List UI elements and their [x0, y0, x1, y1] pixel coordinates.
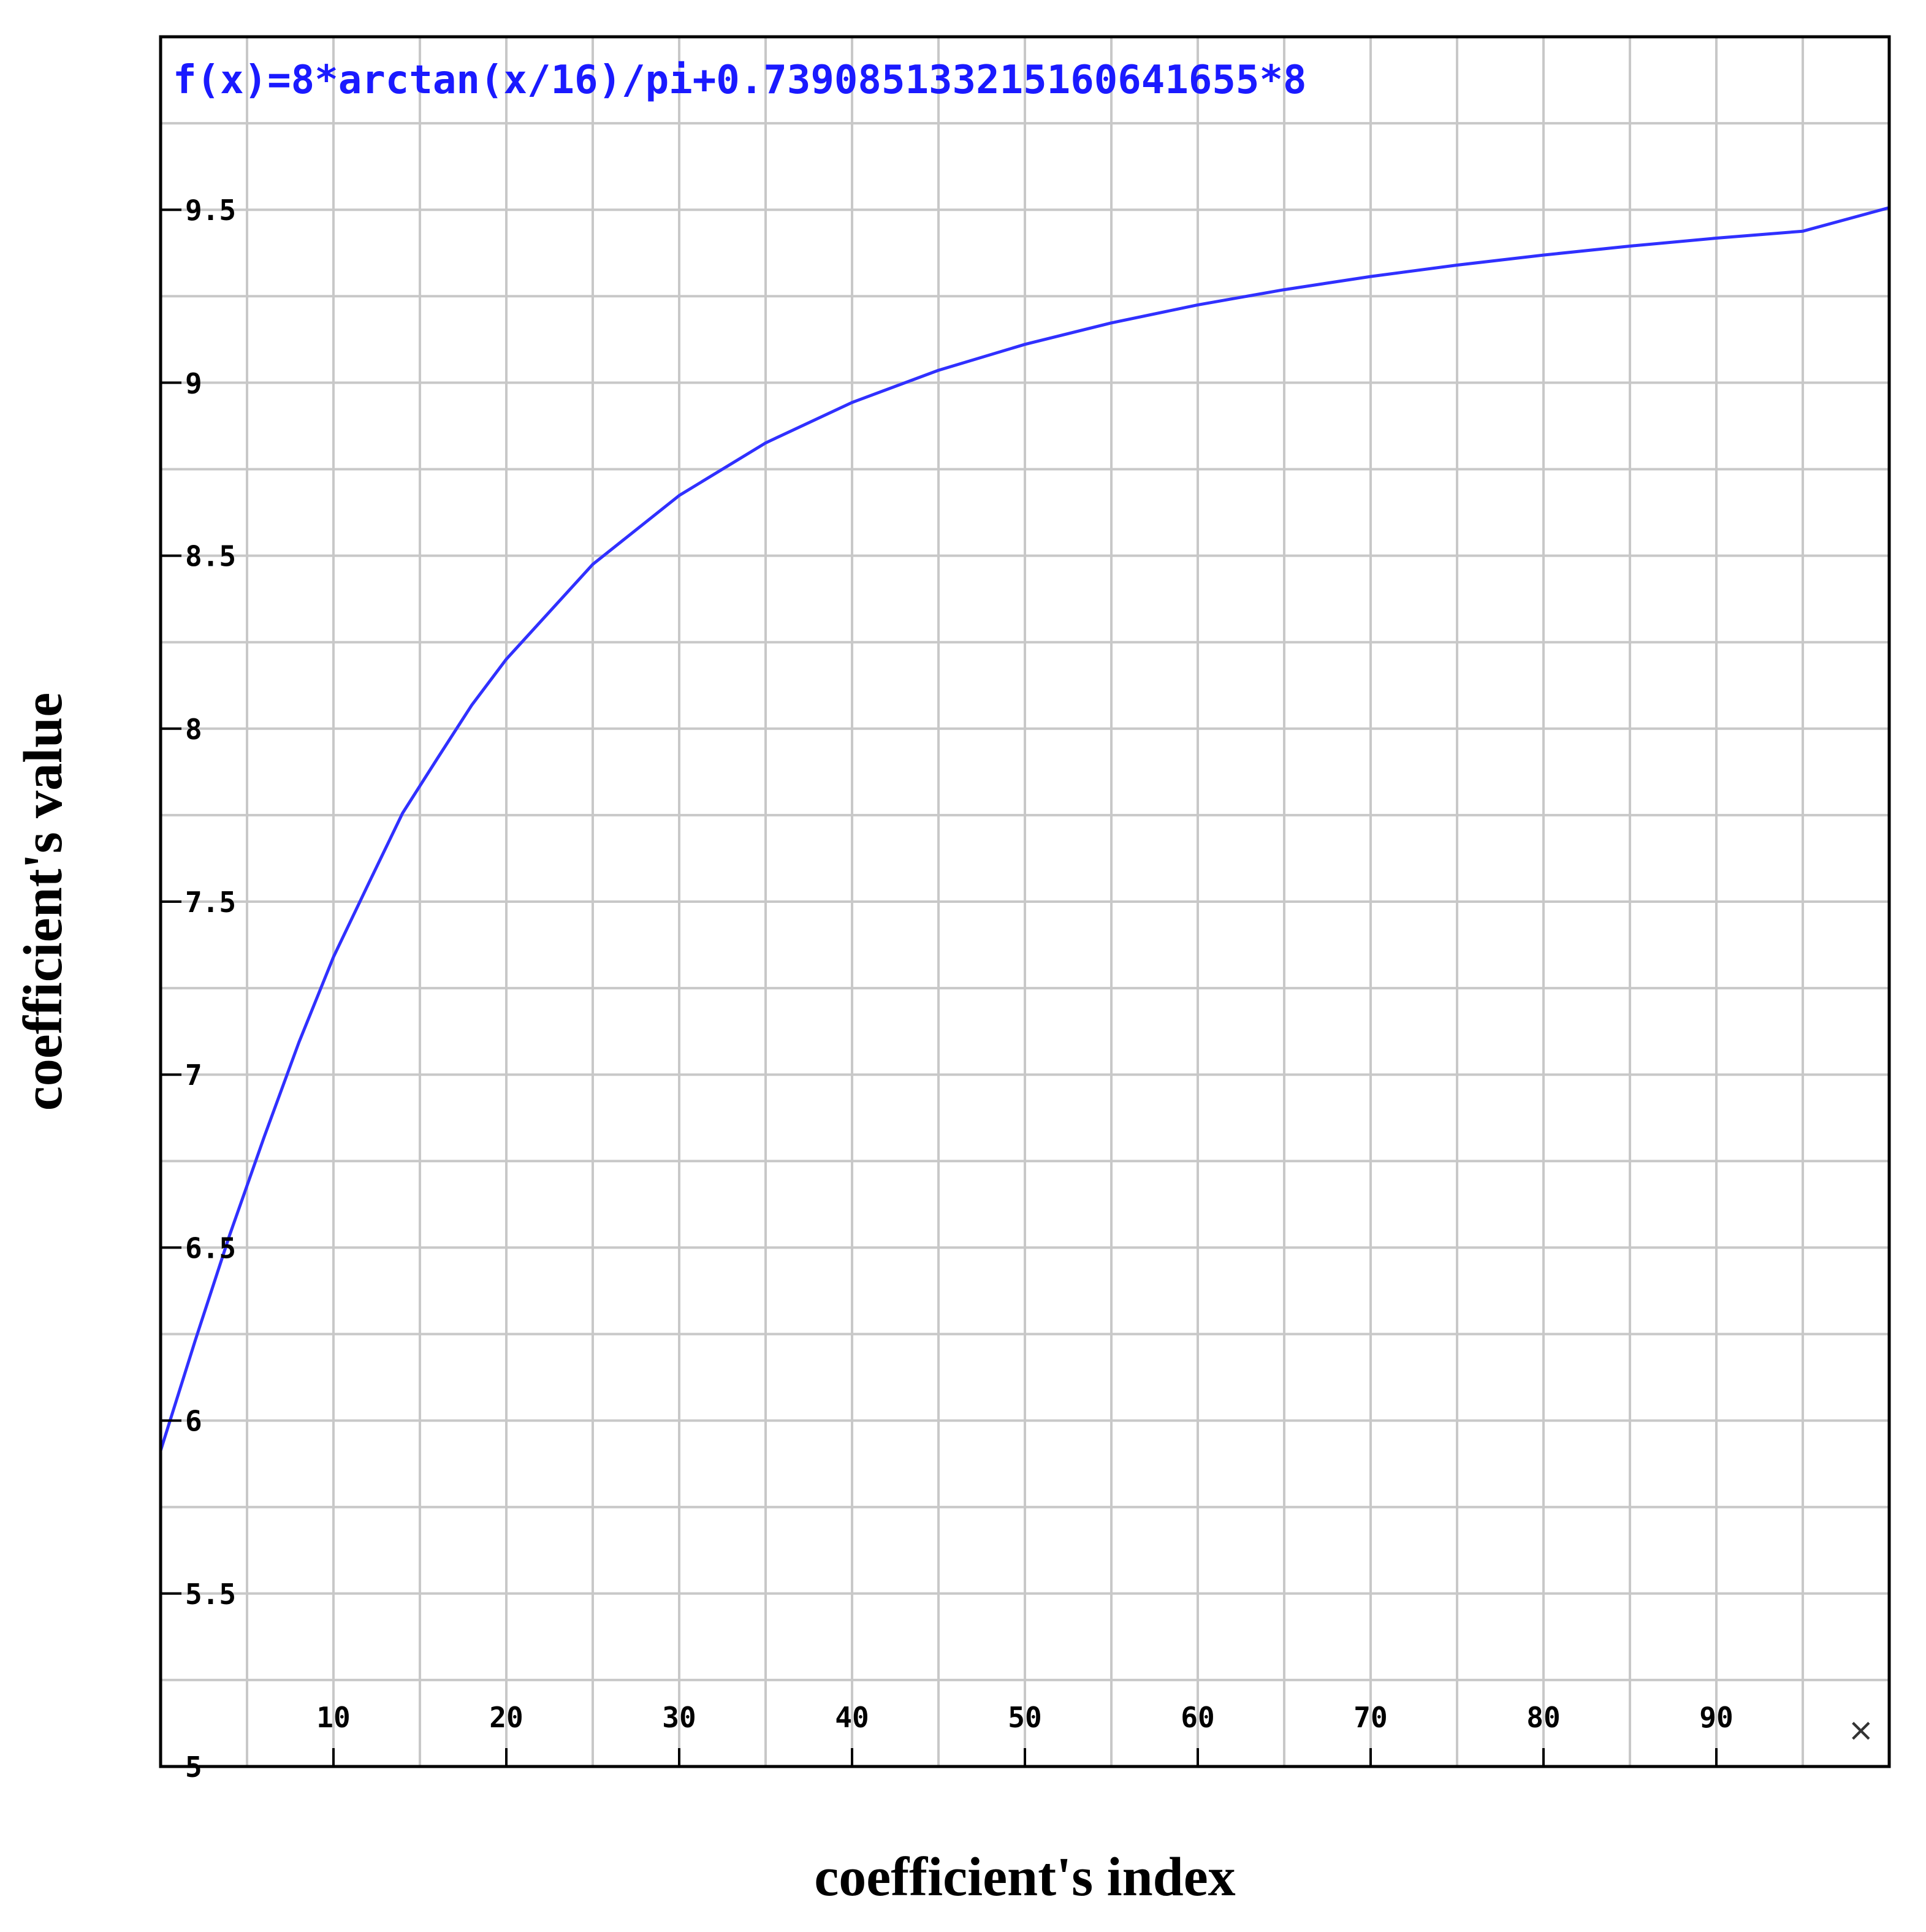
x-tick-label: 10	[316, 1701, 350, 1734]
x-tick-label: 20	[489, 1701, 523, 1734]
x-axis-marker: ×	[1848, 1712, 1875, 1749]
y-tick-label: 5	[185, 1751, 202, 1784]
y-tick-label: 7.5	[185, 886, 236, 919]
x-tick-label: 50	[1008, 1701, 1041, 1734]
x-tick-label: 40	[835, 1701, 869, 1734]
chart-title: f(x)=8*arctan(x/16)/pi+0.739085133215160…	[173, 58, 1307, 103]
x-tick-label: 80	[1526, 1701, 1560, 1734]
y-tick-label: 6.5	[185, 1231, 236, 1265]
x-tick-label: 30	[662, 1701, 696, 1734]
series-line	[159, 206, 1890, 1451]
y-tick-label: 8	[185, 713, 202, 746]
x-tick-label: 90	[1699, 1701, 1733, 1734]
series-lines	[159, 206, 1890, 1451]
x-axis-title: coefficient's index	[814, 1847, 1235, 1907]
x-tick-label: 70	[1353, 1701, 1387, 1734]
y-tick-label: 8.5	[185, 540, 236, 573]
y-tick-label: 9	[185, 367, 202, 400]
x-tick-label: 60	[1181, 1701, 1214, 1734]
y-tick-label: 5.5	[185, 1578, 236, 1611]
y-tick-label: 7	[185, 1059, 202, 1092]
grid-lines	[161, 37, 1889, 1767]
y-axis-title: coefficient's value	[13, 693, 74, 1111]
y-tick-label: 9.5	[185, 194, 236, 227]
tick-labels: 5 5.5 6 6.5 7 7.5 8 8.5 9 9.5 10 20 30 40 50 60 70 80 90	[161, 194, 1734, 1784]
y-tick-label: 6	[185, 1405, 202, 1438]
